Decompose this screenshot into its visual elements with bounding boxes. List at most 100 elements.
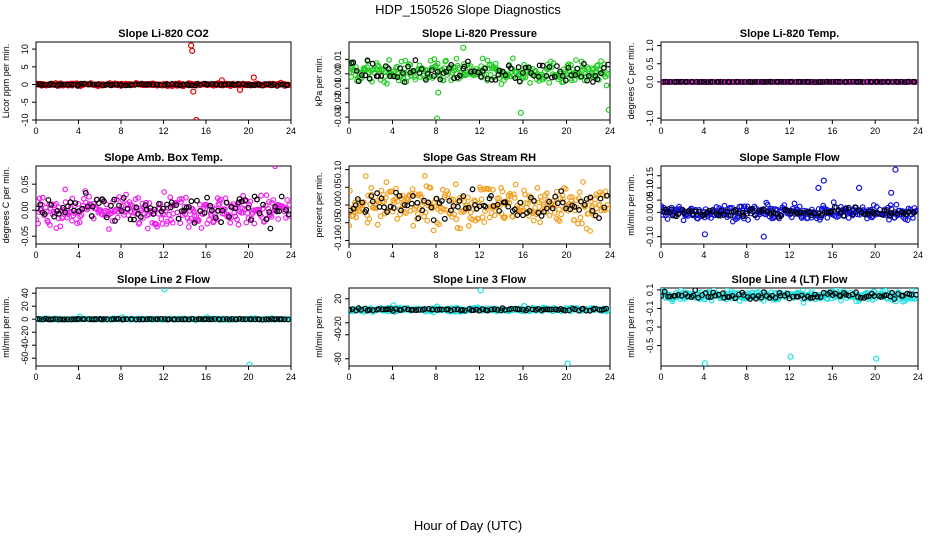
data-point [444, 188, 451, 195]
y-tick-label: 20 [333, 294, 343, 304]
reference-point [709, 208, 716, 215]
y-tick-label: 0 [20, 82, 30, 87]
outlier-point [888, 189, 895, 196]
data-point [270, 197, 277, 203]
reference-point [239, 316, 246, 323]
reference-point [160, 205, 167, 212]
reference-point [286, 211, 291, 218]
reference-point [112, 217, 118, 224]
x-tick-label: 12 [474, 250, 484, 260]
data-point [135, 194, 142, 201]
reference-point [387, 203, 394, 210]
data-point [431, 56, 438, 63]
data-point [522, 74, 529, 81]
x-tick-label: 4 [701, 250, 706, 260]
data-point [576, 189, 583, 196]
x-tick-label: 0 [346, 126, 351, 136]
points [36, 288, 291, 366]
reference-point [118, 208, 125, 214]
y-tick-label: 0.15 [645, 167, 655, 185]
panel-title: Slope Li-820 Pressure [422, 28, 537, 40]
reference-point [761, 289, 767, 296]
data-point [286, 202, 291, 209]
data-point [571, 76, 578, 83]
data-point [491, 212, 498, 219]
reference-point [555, 307, 561, 313]
reference-point [151, 206, 158, 213]
reference-point [667, 78, 674, 85]
reference-point [578, 198, 584, 205]
x-tick-label: 16 [201, 126, 211, 136]
reference-point [590, 78, 596, 85]
reference-point [175, 316, 182, 323]
reference-point [273, 316, 280, 322]
reference-point [431, 73, 437, 79]
reference-point [51, 213, 57, 220]
reference-point [368, 193, 375, 200]
reference-point [394, 74, 401, 80]
data-point [453, 216, 460, 223]
reference-point [401, 79, 408, 85]
reference-point [718, 78, 724, 85]
reference-point [885, 78, 892, 85]
reference-point [415, 215, 422, 222]
reference-point [36, 81, 40, 87]
reference-point [100, 316, 107, 322]
data-point [492, 60, 499, 67]
reference-point [845, 204, 852, 211]
y-tick-label: -40 [20, 339, 30, 352]
x-tick-label: 4 [390, 250, 395, 260]
reference-point [182, 316, 189, 323]
reference-point [436, 306, 443, 313]
reference-point [576, 206, 582, 213]
reference-point [891, 296, 898, 302]
reference-point [681, 210, 688, 217]
reference-point [836, 292, 843, 299]
outlier-point [190, 88, 197, 95]
reference-point [398, 207, 404, 214]
reference-point [375, 306, 382, 312]
x-tick-label: 4 [390, 126, 395, 136]
panels: Slope Li-820 CO2 Licor ppm per min. 0 4 8 12 1… [1, 28, 923, 382]
reference-point [898, 209, 905, 216]
reference-point [698, 78, 705, 85]
reference-point [794, 210, 801, 217]
reference-point [400, 70, 406, 76]
reference-point [520, 70, 526, 76]
reference-point [727, 212, 734, 219]
reference-point [817, 78, 824, 85]
reference-point [274, 208, 281, 215]
reference-point [581, 201, 588, 208]
reference-point [424, 70, 431, 77]
reference-point [349, 306, 353, 313]
reference-point [878, 294, 885, 300]
x-tick-label: 4 [701, 372, 706, 382]
panel-5: Slope Gas Stream RH percent per min. 0 4 8 12… [314, 152, 615, 260]
reference-point [68, 316, 75, 323]
reference-point [369, 60, 376, 67]
data-point [512, 181, 519, 188]
reference-point [188, 198, 195, 205]
outlier-point [855, 184, 863, 191]
reference-point [552, 193, 559, 200]
reference-point [828, 208, 835, 215]
data-point [75, 200, 82, 207]
reference-point [135, 210, 141, 217]
y-tick-label: 0.05 [333, 179, 343, 197]
data-point [577, 214, 584, 221]
reference-point [749, 205, 756, 212]
data-point [386, 57, 393, 63]
data-point [182, 194, 189, 201]
data-point [452, 181, 459, 188]
reference-point [148, 316, 155, 323]
reference-point [212, 214, 219, 221]
x-tick-label: 16 [827, 372, 837, 382]
reference-point [871, 210, 878, 217]
data-point [904, 217, 911, 224]
x-tick-label: 20 [243, 250, 253, 260]
reference-point [775, 78, 781, 85]
data-point [427, 184, 434, 191]
reference-point [721, 294, 727, 301]
reference-point [781, 78, 787, 85]
reference-point [857, 294, 864, 301]
